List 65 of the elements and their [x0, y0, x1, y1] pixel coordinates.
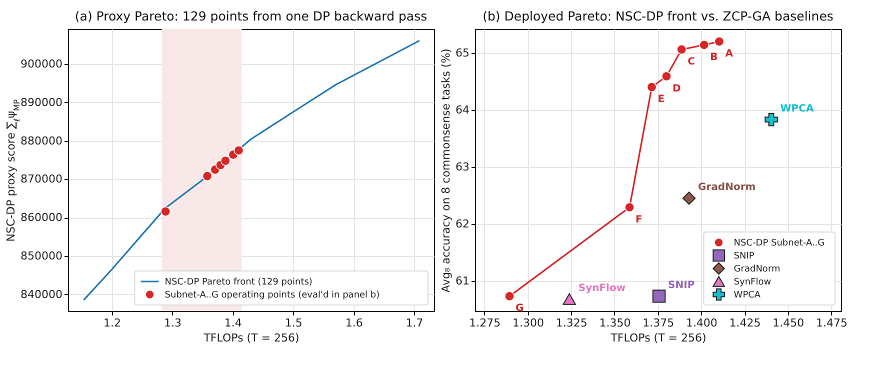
- x-tick-label: 1.3: [164, 316, 182, 330]
- x-tick-label: 1.425: [729, 316, 761, 330]
- point: [160, 206, 171, 216]
- x-tick-label: 1.5: [284, 316, 302, 330]
- chart-title: (a) Proxy Pareto: 129 points from one DP backward pass: [74, 8, 428, 24]
- point: [661, 71, 672, 82]
- x-tick-label: 1.6: [345, 316, 363, 330]
- y-tick-label: 890000: [20, 96, 62, 109]
- annotation: SynFlow: [578, 283, 626, 294]
- y-tick-label: 870000: [20, 172, 62, 186]
- legend-label: GradNorm: [734, 264, 780, 274]
- point: [682, 192, 696, 205]
- annotation: C: [688, 56, 695, 68]
- y-tick-label: 900000: [20, 57, 62, 70]
- y-axis-title: Avg₈ accuracy on 8 commonsense tasks (%): [440, 48, 453, 292]
- legend-label: NSC-DP Pareto front (129 points): [164, 278, 312, 288]
- y-tick-label: 61: [456, 274, 470, 288]
- annotation: A: [725, 48, 734, 60]
- point: [234, 145, 244, 156]
- point: [652, 290, 666, 303]
- point: [504, 291, 515, 302]
- point: [624, 202, 635, 212]
- point: [646, 82, 657, 92]
- annotation: B: [710, 52, 718, 63]
- point: [676, 44, 687, 55]
- y-tick-label: 62: [456, 217, 470, 230]
- legend-label: SNIP: [734, 252, 755, 262]
- y-tick-label: 850000: [20, 250, 62, 263]
- y-tick-label: 64: [456, 103, 470, 116]
- x-tick-label: 1.450: [772, 316, 804, 330]
- x-tick-label: 1.375: [642, 316, 674, 330]
- y-tick-label: 65: [456, 46, 470, 60]
- legend-label: SynFlow: [734, 278, 772, 288]
- annotation: SNIP: [668, 280, 695, 292]
- legend-label: WPCA: [734, 290, 762, 300]
- x-tick-label: 1.300: [512, 316, 544, 330]
- annotation: E: [658, 94, 665, 106]
- legend-label: NSC-DP Subnet-A..G: [734, 238, 825, 248]
- point: [220, 156, 230, 166]
- y-tick-label: 840000: [20, 288, 62, 301]
- y-tick-label: 63: [456, 160, 470, 174]
- legend-label: Subnet-A..G operating points (eval'd in panel b): [164, 290, 380, 300]
- annotation: GradNorm: [698, 182, 756, 194]
- line-series: [83, 40, 420, 300]
- annotation: WPCA: [780, 104, 814, 115]
- x-axis-title: TFLOPs (T = 256): [202, 332, 300, 344]
- x-tick-label: 1.7: [406, 316, 424, 330]
- y-tick-label: 880000: [20, 134, 62, 148]
- x-tick-label: 1.275: [469, 316, 501, 330]
- x-tick-label: 1.400: [686, 316, 718, 330]
- chart-title: (b) Deployed Pareto: NSC-DP front vs. ZCP-GA baselines: [482, 8, 834, 24]
- x-tick-label: 1.2: [104, 316, 122, 330]
- annotation: D: [672, 83, 681, 94]
- x-tick-label: 1.325: [556, 316, 588, 330]
- annotation: F: [636, 214, 642, 226]
- x-tick-label: 1.4: [224, 316, 242, 330]
- point: [202, 171, 212, 182]
- y-tick-label: 860000: [20, 211, 62, 224]
- x-axis-title: TFLOPs (T = 256): [610, 332, 706, 344]
- point: [714, 36, 724, 47]
- point: [562, 293, 576, 305]
- point: [699, 40, 710, 50]
- point: [764, 112, 778, 126]
- x-tick-label: 1.350: [599, 316, 631, 330]
- x-tick-label: 1.475: [816, 316, 848, 330]
